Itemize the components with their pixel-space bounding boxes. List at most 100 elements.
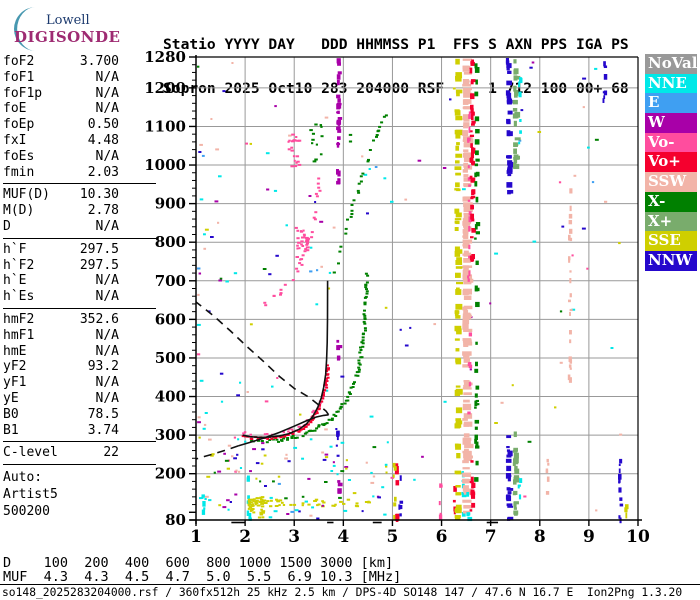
param-row-fxi: fxI 4.48 <box>3 133 119 149</box>
param-row-d: D N/A <box>3 219 119 235</box>
param-value: 22 <box>103 445 119 461</box>
x-axis-tick-label: 4 <box>337 527 349 547</box>
param-row-hes: h`Es N/A <box>3 289 119 305</box>
y-axis-tick-label: 700 <box>155 272 186 290</box>
y-axis-tick-label: 1100 <box>144 117 186 135</box>
footer-status-line: so148_2025283204000.rsf / 360fx512h 25 k… <box>2 586 683 599</box>
param-row-mufd: MUF(D) 10.30 <box>3 187 119 203</box>
param-value: 297.5 <box>79 241 119 257</box>
echo-clusters <box>247 123 372 519</box>
param-row-yf1: yF1 N/A <box>3 375 119 391</box>
autoscaling-info: Auto: Artist5 500200 <box>3 470 58 520</box>
parameter-panel: foF2 3.700 foF1 N/A foF1p N/A foE N/A foEp 0.50 fx… <box>3 54 156 520</box>
param-row-foep: foEp 0.50 <box>3 117 119 133</box>
param-value: N/A <box>95 69 119 85</box>
param-value: N/A <box>95 273 119 289</box>
x-axis-tick-label: 10 <box>626 527 650 547</box>
param-value: N/A <box>95 375 119 391</box>
param-label: h`F <box>3 241 27 257</box>
param-label: hmF2 <box>3 311 35 327</box>
param-row-md: M(D) 2.78 <box>3 203 119 219</box>
legend-item-noval: NoVal <box>645 54 697 74</box>
y-axis-tick-label: 900 <box>155 195 186 213</box>
param-row-hf: h`F 297.5 <box>3 242 119 258</box>
param-group-divider <box>3 183 156 185</box>
param-row-foes: foEs N/A <box>3 149 119 165</box>
param-label: fxI <box>3 132 27 148</box>
legend-item-sse: SSE <box>645 231 697 251</box>
x-axis-tick-label: 5 <box>387 527 399 547</box>
y-axis-tick-label: 500 <box>155 349 186 367</box>
rfi-bands <box>201 58 629 524</box>
plot-axes: 1280120011001000900800700600500400300200… <box>144 48 650 547</box>
param-row-hmf2: hmF2 352.6 <box>3 312 119 328</box>
y-axis-tick-label: 200 <box>155 465 186 483</box>
param-label: foE <box>3 101 27 117</box>
param-row-hme: hmE N/A <box>3 344 119 360</box>
echo-traces <box>241 114 388 444</box>
param-row-fof1: foF1 N/A <box>3 70 119 86</box>
param-label: fmin <box>3 164 35 180</box>
param-row-hmf1: hmF1 N/A <box>3 328 119 344</box>
logo-swoosh-icon <box>14 7 36 51</box>
legend-item-nnw: NNW <box>645 250 697 271</box>
legend-item-w: W <box>645 113 697 133</box>
x-axis-tick-label: 3 <box>288 527 300 547</box>
param-row-b0: B0 78.5 <box>3 407 119 423</box>
x-axis-tick-label: 8 <box>534 527 546 547</box>
param-label: yE <box>3 390 19 406</box>
param-value: 3.700 <box>79 54 119 69</box>
param-label: foF1 <box>3 69 35 85</box>
param-value: N/A <box>95 148 119 164</box>
param-value: N/A <box>95 218 119 234</box>
param-row-he: h`E N/A <box>3 273 119 289</box>
param-value: 0.50 <box>87 117 119 133</box>
param-label: h`E <box>3 273 27 289</box>
legend-item-ssw: SSW <box>645 172 697 192</box>
lowell-digisonde-logo: Lowell DIGISONDE <box>6 4 156 54</box>
param-group-divider <box>3 441 156 443</box>
legend-item-nne: NNE <box>645 73 697 94</box>
param-label: yF1 <box>3 375 27 391</box>
echo-noise <box>197 61 623 520</box>
param-label: h`F2 <box>3 257 35 273</box>
param-row-clevel: C-level 22 <box>3 445 119 461</box>
y-axis-tick-label: 80 <box>165 511 186 529</box>
param-row-foe: foE N/A <box>3 101 119 117</box>
footer-distance-row: D 100 200 400 600 800 1000 1500 3000 [km… <box>3 555 394 571</box>
param-value: 2.03 <box>87 164 119 180</box>
y-axis-tick-label: 800 <box>155 233 186 251</box>
param-group-divider <box>3 237 156 239</box>
param-row-yf2: yF2 93.2 <box>3 359 119 375</box>
x-axis-tick-label: 6 <box>436 527 448 547</box>
param-value: 297.5 <box>79 257 119 273</box>
footer-divider <box>0 584 700 585</box>
param-row-fof2: foF2 3.700 <box>3 54 119 70</box>
artist-fitted-curves <box>195 280 330 460</box>
param-label: foEp <box>3 117 35 133</box>
param-group-divider <box>3 307 156 309</box>
y-axis-tick-label: 1000 <box>144 156 186 174</box>
param-group-divider <box>3 464 156 466</box>
direction-color-legend: NoVal NNE E W Vo- Vo+ SSW X- X+ SSE NNW <box>645 54 697 271</box>
legend-item-x: X- <box>645 191 697 212</box>
y-axis-tick-label: 600 <box>155 310 186 328</box>
header-columns-line: Statio YYYY DAY DDD HHMMSS P1 FFS S AXN … <box>163 36 629 54</box>
param-value: 352.6 <box>79 311 119 327</box>
param-value: N/A <box>95 85 119 101</box>
param-label: hmF1 <box>3 327 35 343</box>
param-label: foF2 <box>3 54 35 69</box>
param-label: D <box>3 218 11 234</box>
logo-text-lowell: Lowell <box>46 13 90 28</box>
param-label: yF2 <box>3 359 27 375</box>
y-axis-tick-label: 400 <box>155 388 186 406</box>
y-axis-tick-label: 1280 <box>144 48 186 66</box>
param-label: h`Es <box>3 289 35 305</box>
legend-item-x: X+ <box>645 211 697 232</box>
y-axis-tick-label: 300 <box>155 426 186 444</box>
legend-item-vo: Vo- <box>645 132 697 153</box>
param-value: 3.74 <box>87 422 119 438</box>
param-label: B0 <box>3 406 19 422</box>
